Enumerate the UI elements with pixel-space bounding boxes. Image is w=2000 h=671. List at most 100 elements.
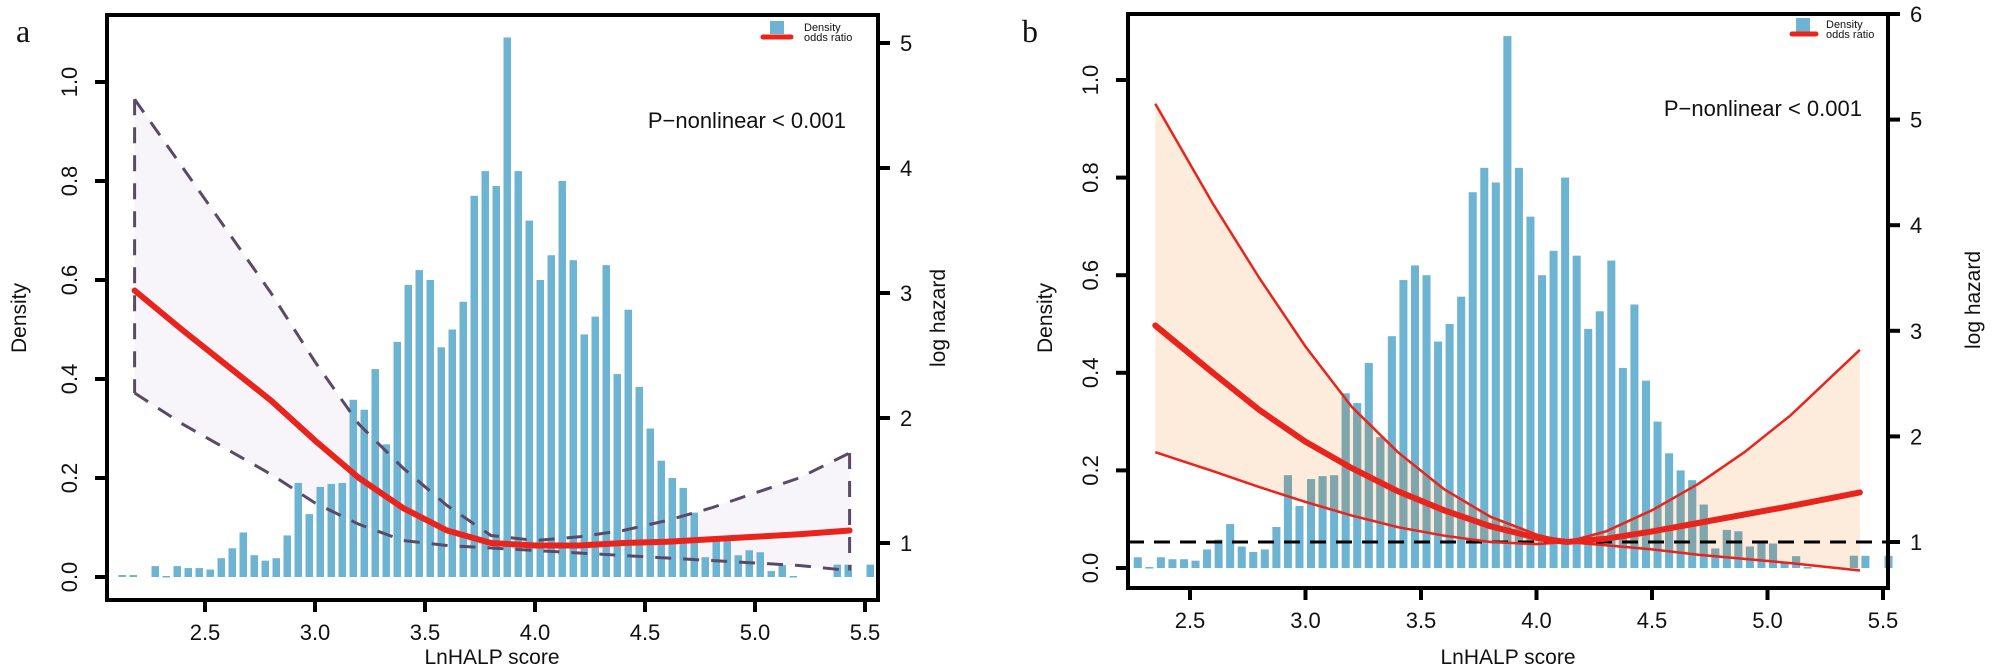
y-tick-label: 0.8 — [57, 166, 82, 197]
histogram-bar — [569, 260, 577, 577]
histogram-bar — [448, 329, 456, 577]
annotation-b: P−nonlinear < 0.001 — [1664, 96, 1862, 121]
plot-frame-b — [1126, 12, 1890, 590]
y-axis-label-a: Density — [8, 282, 31, 353]
x-axis-a: 2.5 3.0 3.5 4.0 4.5 5.0 5.5 — [190, 600, 880, 645]
histogram-bar — [305, 514, 313, 577]
histogram-bar-overlap — [1849, 555, 1858, 568]
histogram-bar — [536, 280, 544, 577]
histogram-bar — [129, 575, 137, 577]
histogram-bar — [162, 576, 170, 578]
histogram-bar — [1145, 567, 1154, 569]
x-tick-label: 2.5 — [190, 620, 221, 645]
histogram-bar — [360, 409, 368, 577]
y-tick-label: 1.0 — [1078, 65, 1103, 96]
histogram-bar — [844, 564, 852, 577]
odds-ratio-line — [1152, 322, 1863, 546]
histogram-bar — [1503, 36, 1512, 568]
histogram-bar — [184, 568, 192, 577]
histogram-bar — [1283, 475, 1292, 568]
histogram-bar — [261, 560, 269, 577]
y2-tick-label: 1 — [900, 531, 912, 556]
histogram-bar — [206, 569, 214, 577]
histogram-bar — [1133, 557, 1142, 568]
y-axis-right-a: 1 2 3 4 5 — [878, 31, 912, 556]
histogram-bar — [1538, 275, 1547, 568]
histogram-bar — [459, 301, 467, 577]
histogram-bar — [481, 171, 489, 577]
histogram-bar — [415, 270, 423, 577]
histogram-bar — [1272, 527, 1281, 568]
histogram-bar — [118, 575, 126, 577]
histogram-bar — [1618, 367, 1627, 568]
histogram-bar-overlap — [1353, 403, 1362, 568]
histogram-bar — [1434, 341, 1443, 568]
histogram-bar — [1607, 260, 1616, 568]
legend-entry-density-a: Density — [804, 22, 841, 34]
y2-tick-label: 4 — [900, 156, 912, 181]
y-tick-label: 0.0 — [1078, 553, 1103, 584]
histogram-bar — [151, 566, 159, 577]
histogram-bar — [635, 386, 643, 577]
histogram-bar — [547, 255, 555, 577]
x-axis-label-b: LnHALP score — [1440, 646, 1575, 669]
y-tick-label: 0.2 — [1078, 455, 1103, 486]
histogram-bar — [1226, 524, 1235, 568]
x-axis-b: 2.5 3.0 3.5 4.0 4.5 5.0 5.5 — [1175, 588, 1898, 633]
y-tick-label: 0.4 — [1078, 358, 1103, 389]
histogram-bar — [272, 558, 280, 577]
histogram-bar — [316, 486, 324, 577]
y-tick-label: 0.8 — [1078, 162, 1103, 193]
histogram-bar — [1711, 548, 1720, 568]
ci-lower-line — [133, 391, 850, 572]
y-tick-label: 0.6 — [57, 265, 82, 296]
histogram-bar — [1526, 216, 1535, 568]
histogram-bar — [228, 548, 236, 577]
histogram-bar — [580, 334, 588, 577]
ci-band-a — [134, 99, 850, 571]
histogram-bar — [492, 185, 500, 577]
x-tick-label: 3.0 — [300, 620, 331, 645]
legend-swatch-density-b — [1796, 18, 1810, 32]
y-tick-label: 0.0 — [57, 562, 82, 593]
histogram-bar — [393, 341, 401, 577]
legend-swatch-density-a — [770, 21, 784, 34]
histogram-bar — [294, 482, 302, 577]
histogram-bar — [1237, 546, 1246, 568]
spline-curves-b — [1128, 103, 1888, 572]
histogram-bar — [646, 428, 654, 577]
x-tick-label: 3.0 — [1290, 608, 1321, 633]
histogram-bar — [591, 316, 599, 577]
y2-tick-label: 5 — [900, 31, 912, 56]
histogram-bar — [679, 487, 687, 577]
y2-tick-label: 4 — [1910, 213, 1922, 238]
histogram-bar-overlap — [1341, 393, 1350, 568]
histogram-bar — [1410, 265, 1419, 568]
histogram-bar — [1318, 476, 1327, 568]
y2-tick-label: 3 — [1910, 319, 1922, 344]
x-tick-label: 4.0 — [520, 620, 551, 645]
histogram-bar — [1861, 555, 1870, 568]
histogram-bar-overlap — [1792, 556, 1801, 568]
histogram-bar — [1549, 250, 1558, 569]
x-tick-label: 2.5 — [1175, 608, 1206, 633]
histogram-bar — [1491, 182, 1500, 569]
histogram-bar — [712, 538, 720, 577]
legend-b: Density odds ratio — [1789, 18, 1874, 41]
legend-a: Density odds ratio — [760, 21, 852, 44]
histogram-bar — [1445, 324, 1454, 568]
ci-fill — [134, 99, 850, 571]
histogram-bar — [349, 399, 357, 577]
y-tick-label: 1.0 — [57, 67, 82, 98]
histogram-bar — [1179, 559, 1188, 568]
histogram-bar-overlap — [1757, 541, 1766, 568]
y-tick-label: 0.4 — [57, 364, 82, 395]
histogram-bar — [1584, 328, 1593, 568]
y-axis-right-b: 1 2 3 4 5 6 — [1888, 2, 1922, 555]
x-tick-label: 3.5 — [1406, 608, 1437, 633]
histogram-bar — [1168, 559, 1177, 568]
histogram-bar — [1191, 560, 1200, 568]
histogram-bar-overlap — [1364, 363, 1373, 568]
x-tick-label: 4.5 — [630, 620, 661, 645]
legend-entry-or-a: odds ratio — [804, 32, 852, 44]
